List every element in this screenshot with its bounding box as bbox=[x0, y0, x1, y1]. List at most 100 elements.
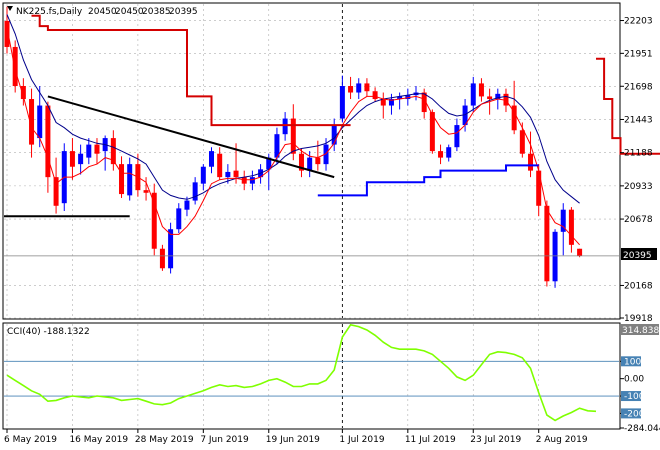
candle-down bbox=[53, 177, 59, 206]
time-tick-label: 11 Jul 2019 bbox=[405, 435, 456, 445]
ohlc-close: 20395 bbox=[169, 7, 198, 17]
cci-line bbox=[6, 323, 597, 422]
ohlc-open: 20450 bbox=[88, 7, 117, 17]
cci-tick-label: 100 bbox=[624, 357, 641, 367]
price-tick-label: 22203 bbox=[624, 17, 653, 27]
candle-up bbox=[397, 96, 403, 100]
candle-up bbox=[37, 105, 43, 139]
candle-up bbox=[388, 99, 394, 106]
cci-axis: 100 0.00 -100 -200 -284.044 bbox=[620, 356, 660, 434]
candle-down bbox=[217, 153, 223, 178]
candle-up bbox=[192, 182, 198, 201]
cci-panel-frame bbox=[2, 322, 621, 430]
candle-up bbox=[323, 144, 329, 165]
time-tick-label: 7 Jun 2019 bbox=[200, 435, 249, 445]
price-tick-label: 21951 bbox=[624, 49, 653, 59]
candle-up bbox=[176, 208, 182, 230]
upper-resistance-step-line-2 bbox=[596, 57, 660, 155]
candle-down bbox=[511, 105, 517, 131]
price-panel-frame bbox=[2, 2, 621, 320]
candle-up bbox=[86, 144, 92, 158]
cci-series-line bbox=[6, 323, 597, 422]
price-tick-label: 20933 bbox=[624, 182, 653, 192]
candle-up bbox=[454, 125, 460, 148]
candle-up bbox=[282, 118, 288, 135]
cci-tick-label: -100 bbox=[624, 392, 645, 402]
candle-up bbox=[127, 164, 133, 196]
candle-up bbox=[446, 147, 452, 158]
candle-down bbox=[241, 177, 247, 184]
candle-down bbox=[536, 170, 542, 206]
candle-up bbox=[266, 157, 272, 170]
price-tick-label: 20168 bbox=[624, 281, 653, 291]
time-tick-label: 28 May 2019 bbox=[135, 435, 194, 445]
current-price-label: 20395 bbox=[623, 251, 652, 261]
candle-up bbox=[78, 153, 84, 165]
candles bbox=[4, 6, 583, 288]
candle-down bbox=[69, 151, 75, 167]
time-tick-label: 23 Jul 2019 bbox=[470, 435, 521, 445]
candle-down bbox=[438, 151, 444, 158]
candle-up bbox=[560, 209, 566, 232]
candle-down bbox=[110, 138, 116, 165]
candle-down bbox=[577, 248, 583, 256]
candle-down bbox=[503, 93, 509, 106]
candle-up bbox=[495, 93, 501, 100]
candle-up bbox=[552, 231, 558, 282]
candle-down bbox=[143, 190, 149, 193]
candle-up bbox=[274, 134, 280, 158]
time-axis: 6 May 2019 16 May 2019 28 May 2019 7 Jun 20… bbox=[4, 429, 588, 445]
candle-up bbox=[470, 83, 476, 106]
candle-up bbox=[168, 229, 174, 269]
candle-up bbox=[339, 86, 345, 119]
candle-down bbox=[12, 46, 18, 87]
candle-down bbox=[478, 83, 484, 97]
price-tick-label: 20678 bbox=[624, 215, 653, 225]
candle-down bbox=[348, 86, 354, 93]
candle-down bbox=[519, 130, 525, 154]
candle-down bbox=[298, 153, 304, 171]
candle-down bbox=[568, 209, 574, 245]
descending-trendline bbox=[47, 95, 335, 179]
time-tick-label: 16 May 2019 bbox=[69, 435, 128, 445]
lower-support-step-line bbox=[317, 164, 539, 197]
time-tick-label: 1 Jul 2019 bbox=[339, 435, 384, 445]
candle-up bbox=[249, 177, 255, 184]
cci-tick-label: 0.00 bbox=[624, 375, 644, 385]
candle-down bbox=[45, 105, 51, 178]
candle-down bbox=[315, 157, 321, 165]
candle-down bbox=[364, 83, 370, 92]
candle-down bbox=[119, 164, 125, 195]
candle-down bbox=[29, 99, 35, 145]
candle-down bbox=[94, 144, 100, 154]
fast-moving-average bbox=[6, 27, 580, 246]
candle-up bbox=[225, 171, 231, 178]
candle-up bbox=[331, 125, 337, 145]
cci-level-lines bbox=[4, 360, 619, 397]
candle-down bbox=[20, 86, 26, 100]
price-tick-label: 19918 bbox=[624, 314, 653, 324]
candle-up bbox=[307, 157, 313, 171]
candle-up bbox=[356, 83, 362, 93]
candle-up bbox=[462, 105, 468, 126]
candle-down bbox=[421, 92, 427, 113]
price-tick-label: 21443 bbox=[624, 115, 653, 125]
time-tick-label: 2 Aug 2019 bbox=[536, 435, 588, 445]
price-axis: 22203 21951 21698 21443 21188 20933 20678 20168… bbox=[620, 17, 653, 324]
candle-down bbox=[380, 99, 386, 106]
ohlc-low: 20385 bbox=[142, 7, 171, 17]
cci-title: CCI(40) -188.1322 bbox=[7, 327, 90, 337]
cci-tick-label: -284.044 bbox=[624, 424, 660, 434]
cci-tick-label: -200 bbox=[624, 409, 645, 419]
candle-up bbox=[184, 200, 190, 210]
triangle-icon bbox=[7, 6, 13, 11]
cci-level-box bbox=[621, 356, 641, 367]
candle-down bbox=[233, 170, 239, 178]
candle-down bbox=[290, 118, 296, 154]
candle-down bbox=[487, 96, 493, 100]
candle-down bbox=[4, 20, 10, 47]
candle-down bbox=[429, 112, 435, 152]
upper-resistance-step-line bbox=[31, 14, 351, 127]
candle-down bbox=[159, 248, 165, 269]
